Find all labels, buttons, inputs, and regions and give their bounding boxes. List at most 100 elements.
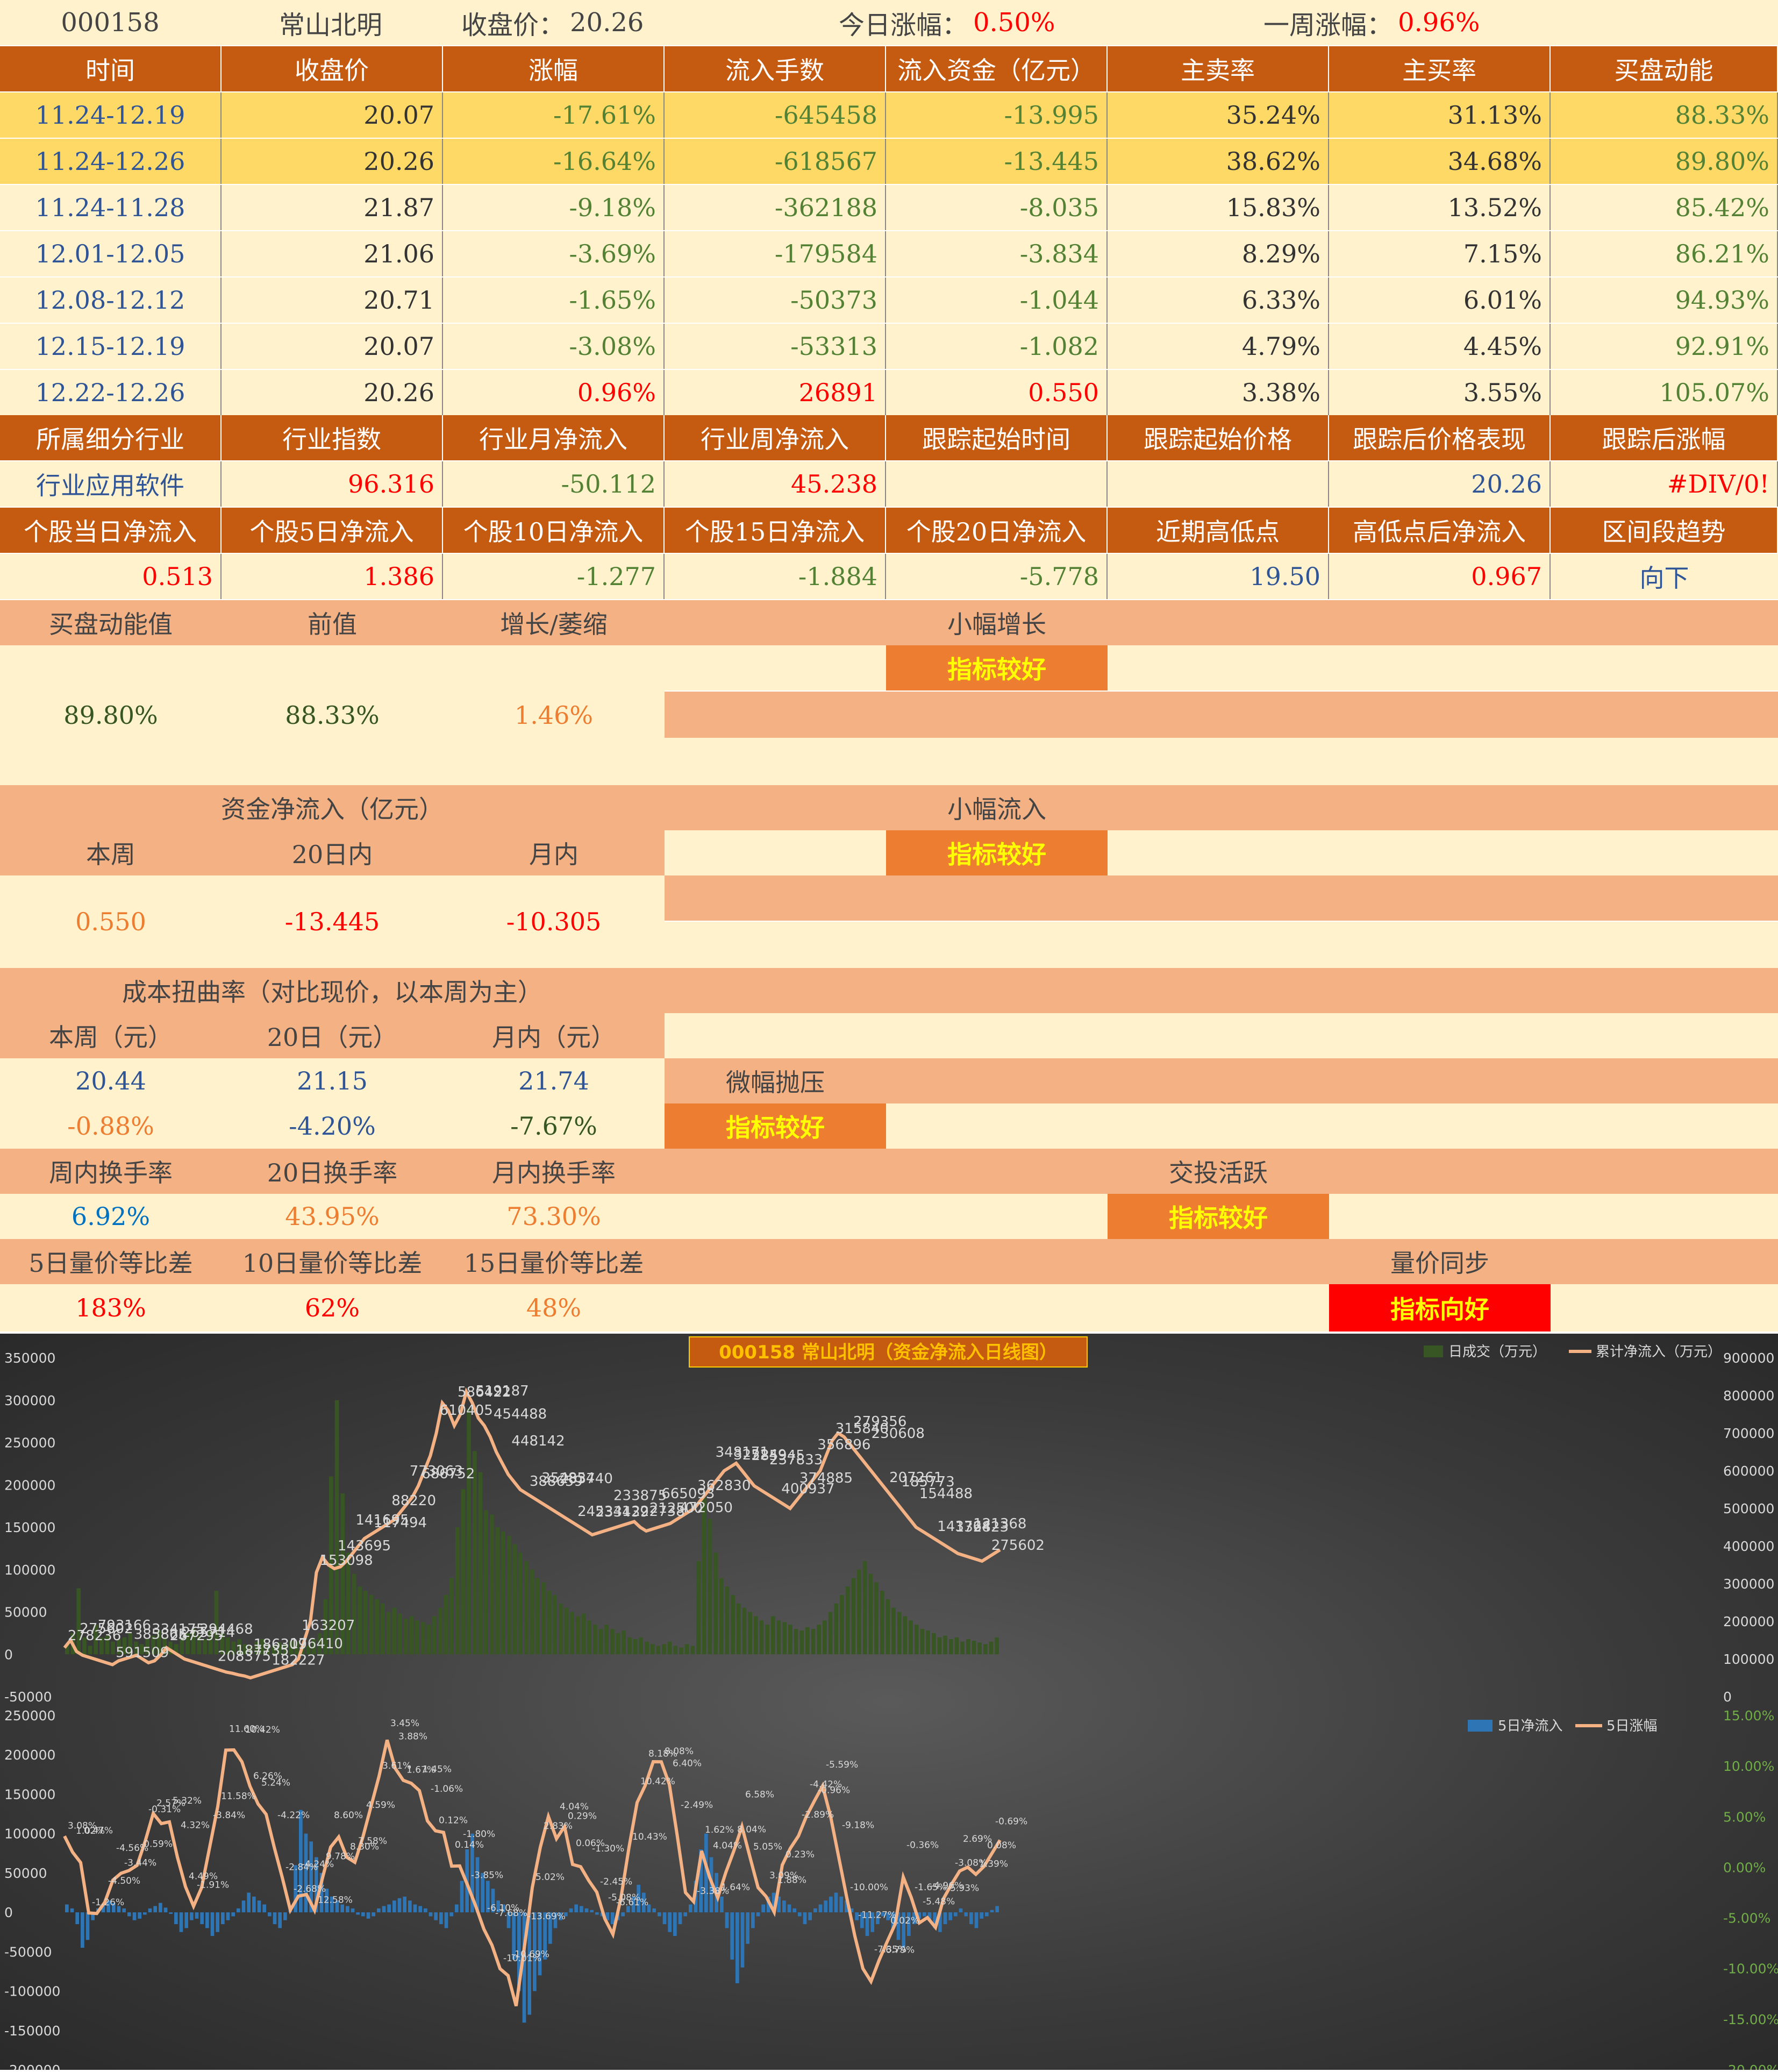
bar [808,1912,812,1920]
bar [943,1635,947,1655]
data-label: 0.12% [439,1815,468,1826]
bar [598,1629,603,1655]
bar [117,1639,121,1655]
table-cell: -645458 [665,92,886,138]
data-label: 2.83% [544,1821,573,1832]
bar [138,1912,141,1919]
momentum-status: 小幅增长 [886,600,1108,645]
series-line [63,1387,1001,1680]
bar [857,1569,861,1655]
bar [683,1912,687,1917]
bar [642,1892,646,1913]
bar [538,1912,542,1976]
bar [736,1912,739,1983]
table-cell: 12.22-12.26 [0,370,222,415]
bar [593,1625,597,1655]
data-label: -0.96% [818,1785,850,1796]
volprice-15-label: 15日量价等比差 [443,1239,665,1284]
bar [111,1641,116,1655]
bar [481,1872,484,1913]
bar [548,1912,552,1944]
data-label: 793166 [98,1618,151,1634]
legend-cumulative: 累计净流入（万元） [1596,1344,1722,1360]
y-tick-right: -20.00% [1723,2062,1778,2070]
flow-day: 0.513 [0,554,222,599]
data-label: 267295 [170,1628,223,1644]
bar [865,1912,869,1936]
momentum-value: 89.80% [0,645,222,785]
volprice-10-label: 10日量价等比差 [222,1239,443,1284]
bar [426,1625,431,1655]
bar [489,1514,494,1655]
data-label: 5.05% [753,1842,782,1853]
table-cell: 34.68% [1329,139,1551,184]
bar [403,1896,406,1913]
data-label: 454488 [494,1406,547,1422]
bar [358,1586,362,1655]
bar [268,1912,272,1917]
bar [985,1912,989,1917]
bar [689,1904,692,1913]
bar [886,1912,890,1920]
bar [948,1639,953,1655]
stock-code: 000158 [0,0,220,45]
bar [88,1646,92,1655]
table-row: 12.22-12.26 20.26 0.96% 26891 0.550 3.38% 3.55… [0,370,1778,415]
capital-title: 资金净流入（亿元） [0,785,665,830]
table-cell: -179584 [665,231,886,276]
cost-month-pct: -7.67% [443,1103,665,1149]
data-label: 385865 [134,1627,187,1643]
bar [938,1912,942,1932]
flows-row: 0.513 1.386 -1.277 -1.884 -5.778 19.50 0… [0,554,1778,599]
bar [101,1904,105,1913]
data-label: -7.35% [874,1945,906,1955]
bar [690,1646,695,1655]
turnover-status: 交投活跃 [1108,1149,1329,1194]
table-cell: 35.24% [1108,92,1329,138]
data-label: -2.89% [802,1810,834,1820]
bar [460,1881,464,1913]
data-label: 0.08% [987,1840,1016,1851]
data-label: 279356 [853,1414,906,1430]
table-cell: -362188 [665,185,886,230]
today-change-value: 0.50% [968,0,1247,45]
bar [363,1591,368,1655]
bar [794,1629,798,1655]
table-cell: 88.33% [1551,92,1778,138]
bar [272,1646,276,1655]
col-header: 高低点后净流入 [1329,508,1551,553]
bar [647,1904,651,1913]
bar [937,1637,942,1655]
y-tick-right: 0.00% [1723,1860,1766,1875]
bar [817,1625,822,1655]
y-tick-left: 200000 [4,1477,55,1493]
bar [855,1912,859,1920]
bar [782,1900,786,1913]
data-label: -9.18% [842,1820,874,1831]
bar [753,1616,758,1655]
cost-20d: 21.15 [222,1058,443,1103]
bar [220,1633,224,1655]
bar [907,1912,911,1936]
table-cell: -13.995 [886,92,1108,138]
data-label: 233875 [613,1488,667,1504]
table-cell: 15.83% [1108,185,1329,230]
data-label: -6.10% [487,1903,519,1913]
data-label: 0.47% [84,1826,113,1836]
y-tick-right: 400000 [1723,1539,1774,1554]
bar [501,1531,505,1655]
series-line [63,1739,1002,2006]
y-tick-right: 5.00% [1723,1809,1766,1825]
bar [470,1833,474,1913]
data-label: -0.31% [148,1804,181,1815]
table-cell: 11.24-12.19 [0,92,222,138]
bar [444,1595,448,1655]
bar [413,1904,417,1913]
flow-20d: -5.778 [886,554,1108,599]
data-label: 3.09% [769,1870,798,1881]
volprice-5-label: 5日量价等比差 [0,1239,222,1284]
bar [834,1892,838,1913]
data-label: 0.29% [568,1811,597,1821]
table-cell: -8.035 [886,185,1108,230]
capital-week-label: 本周 [0,830,222,875]
